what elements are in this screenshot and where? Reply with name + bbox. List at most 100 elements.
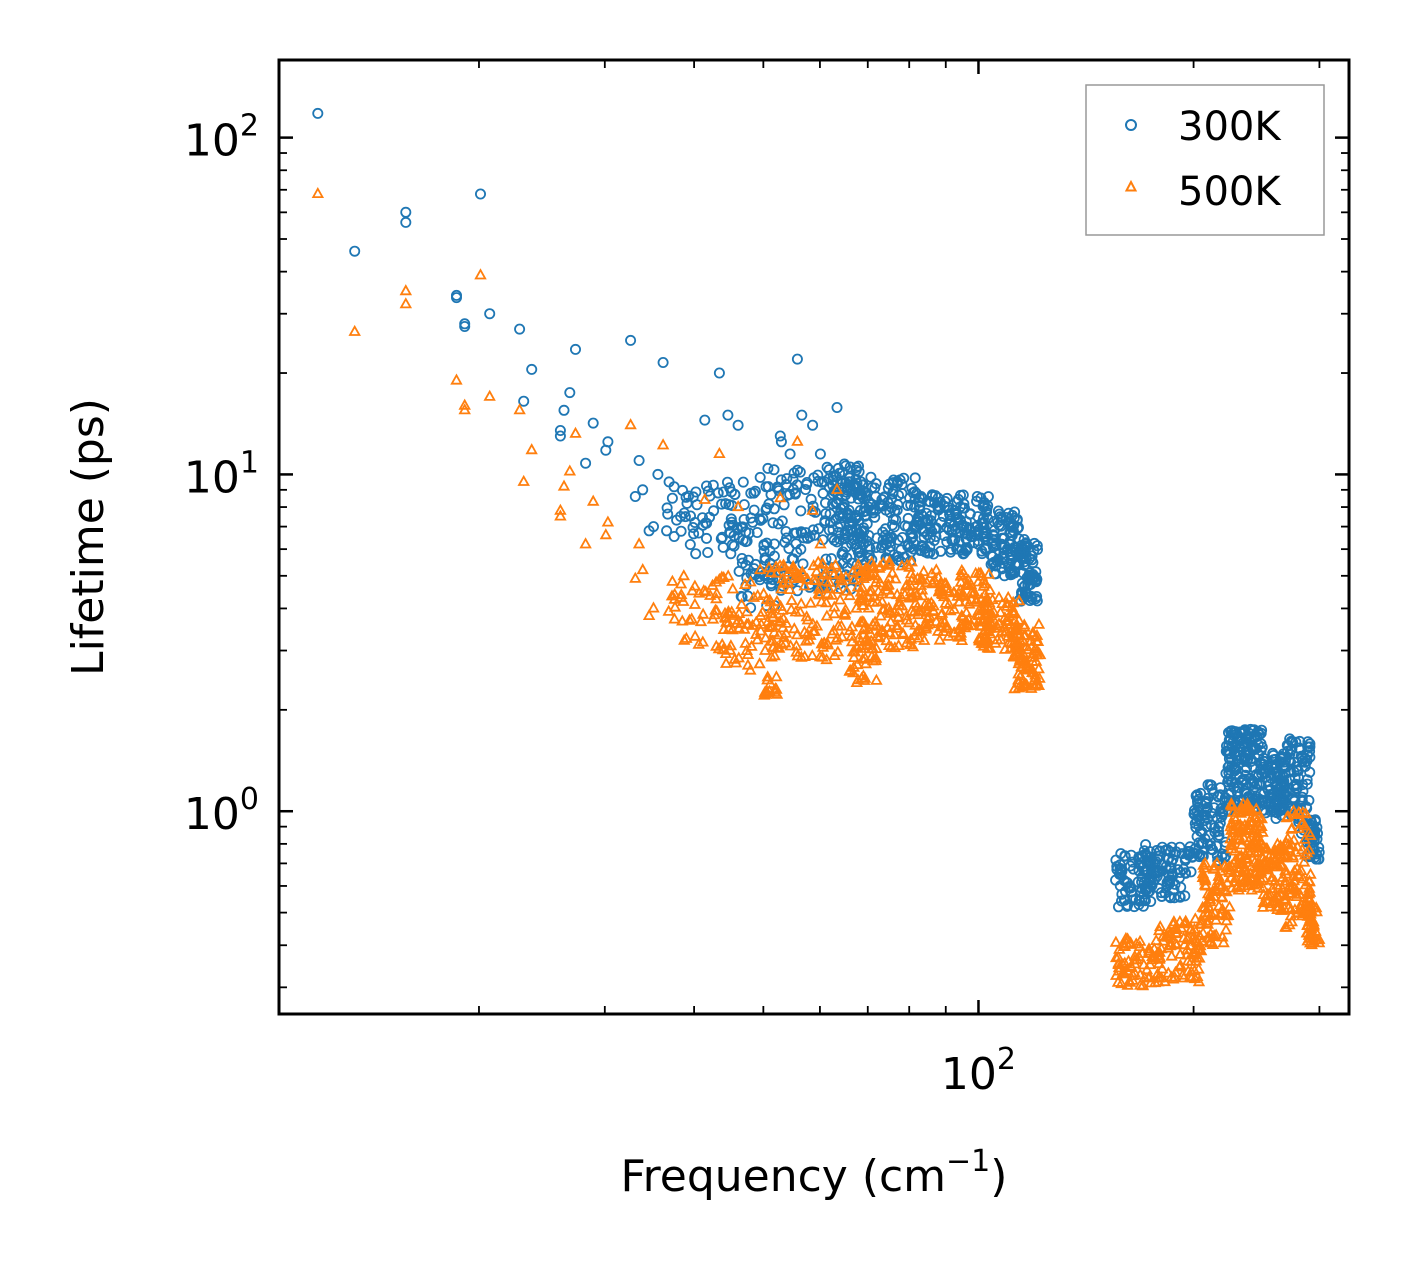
data-point: [1118, 939, 1132, 951]
data-point: [1242, 873, 1255, 885]
data-point: [700, 517, 712, 529]
data-point: [766, 607, 779, 619]
data-point: [1005, 517, 1017, 529]
data-point: [1286, 879, 1300, 891]
data-point: [1032, 662, 1045, 674]
data-point: [699, 414, 711, 426]
data-point: [1141, 857, 1153, 869]
data-point: [681, 497, 693, 509]
data-point: [717, 570, 730, 582]
data-point: [792, 464, 804, 476]
data-point: [735, 597, 748, 609]
data-point: [1114, 862, 1126, 874]
data-point: [517, 474, 530, 486]
data-point: [599, 528, 613, 540]
data-point: [1285, 822, 1298, 834]
data-point: [554, 509, 567, 521]
data-point: [1293, 887, 1307, 899]
data-point: [678, 507, 690, 519]
data-point: [886, 566, 899, 578]
data-point: [1163, 890, 1175, 902]
data-point: [474, 188, 486, 200]
data-point: [888, 549, 900, 561]
data-point: [513, 403, 526, 415]
data-point: [1015, 540, 1027, 552]
data-point: [1018, 559, 1030, 571]
data-point: [1015, 660, 1028, 672]
data-point: [1015, 680, 1029, 692]
data-point: [569, 426, 582, 438]
data-point: [1243, 822, 1257, 834]
data-point: [826, 532, 838, 544]
data-point: [1275, 859, 1288, 871]
data-point: [1290, 889, 1303, 901]
data-point: [1233, 832, 1246, 844]
data-point: [1202, 813, 1214, 825]
data-point: [1304, 738, 1316, 750]
plot-frame: [277, 58, 1351, 1016]
data-point: [845, 492, 857, 504]
series-500k: [311, 186, 1326, 991]
data-point: [1289, 807, 1302, 819]
data-point: [823, 464, 835, 476]
data-point: [747, 516, 759, 528]
data-point: [1152, 923, 1166, 936]
data-point: [719, 656, 733, 668]
data-point: [580, 457, 592, 469]
data-point: [662, 508, 674, 520]
data-point: [780, 478, 792, 490]
data-point: [1229, 765, 1241, 777]
data-point: [768, 503, 780, 515]
data-point: [917, 565, 930, 577]
data-point: [1266, 882, 1279, 894]
data-point: [909, 472, 921, 484]
data-point: [1192, 942, 1206, 954]
data-point: [807, 419, 819, 431]
data-point: [758, 545, 770, 557]
data-point: [867, 589, 881, 601]
data-point: [1312, 932, 1326, 944]
data-point: [738, 622, 751, 634]
data-point: [743, 527, 755, 539]
legend-box: [1085, 84, 1325, 236]
data-point: [751, 633, 764, 645]
data-point: [955, 588, 968, 600]
data-point: [777, 576, 790, 588]
data-point: [1207, 928, 1221, 940]
data-point: [1279, 867, 1293, 879]
data-point: [1224, 838, 1238, 850]
data-point: [813, 588, 826, 600]
data-point: [675, 525, 687, 537]
data-point: [1249, 834, 1262, 846]
data-point: [1137, 958, 1151, 970]
data-point: [806, 624, 820, 636]
data-point: [779, 636, 792, 648]
data-point: [749, 485, 761, 497]
data-point: [1197, 858, 1210, 870]
data-point: [1287, 792, 1299, 804]
data-point: [668, 481, 680, 493]
data-point: [726, 539, 738, 551]
legend-label-500k: 500K: [1178, 169, 1282, 215]
data-point: [1174, 867, 1186, 879]
data-point: [889, 505, 901, 517]
data-point: [1234, 856, 1248, 868]
data-point: [802, 633, 816, 645]
data-point: [458, 398, 471, 410]
data-point: [525, 443, 538, 455]
data-point: [1128, 953, 1142, 965]
data-point: [1116, 967, 1129, 979]
data-point: [1223, 900, 1236, 912]
data-point: [1112, 964, 1126, 976]
data-point: [1008, 519, 1020, 531]
data-point: [1024, 579, 1036, 591]
data-point: [934, 501, 946, 513]
data-point: [775, 436, 787, 448]
data-point: [1002, 615, 1015, 627]
data-point: [1252, 726, 1264, 738]
y-axis-label: Lifetime (ps): [63, 398, 114, 676]
data-point: [648, 521, 660, 533]
data-point: [771, 640, 784, 652]
data-point: [725, 527, 737, 539]
data-point: [915, 624, 928, 636]
